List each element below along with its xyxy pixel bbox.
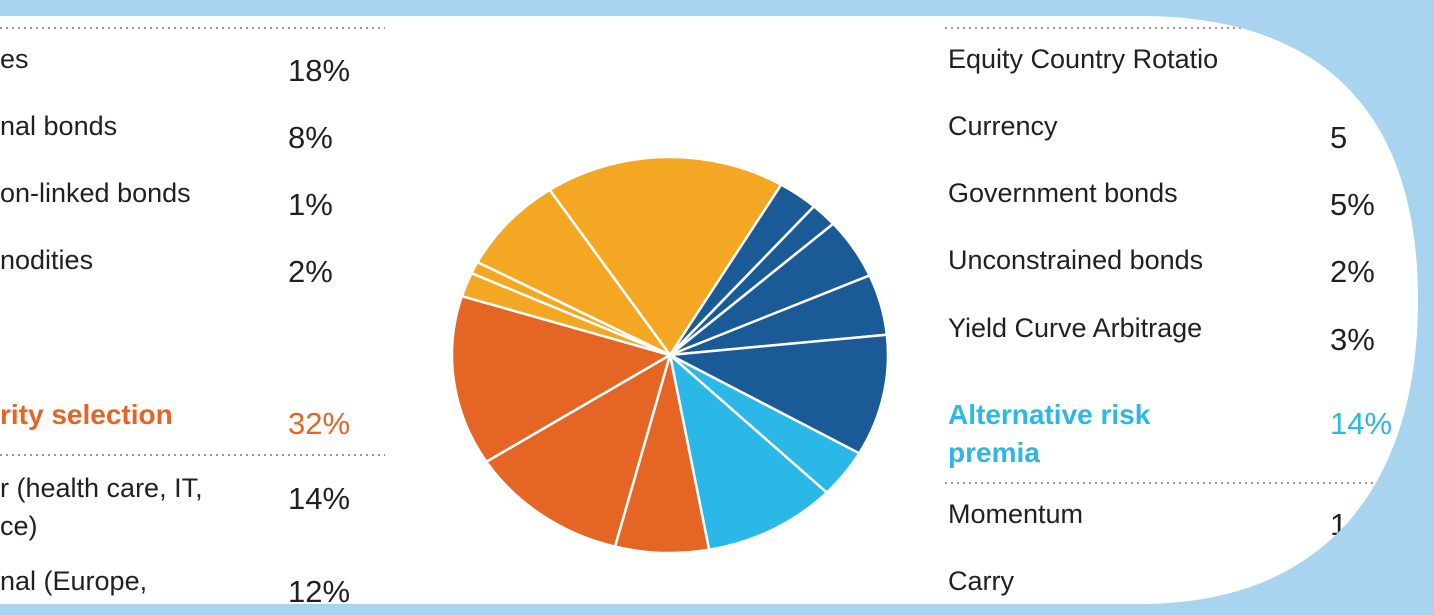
row-label: Alternative risk — [948, 399, 1151, 430]
row-label: es — [0, 44, 29, 74]
row-value: 2% — [1330, 254, 1375, 289]
row-value: 2% — [288, 254, 333, 289]
row-value: 5% — [1330, 187, 1375, 222]
row-value: 1% — [288, 187, 333, 222]
pie-slice — [475, 188, 672, 357]
row-value: 8% — [288, 120, 333, 155]
row-label: Government bonds — [948, 178, 1178, 208]
pie-slice — [484, 352, 673, 549]
row-label: r (health care, IT, — [0, 473, 203, 503]
row-value: 3% — [1330, 322, 1375, 357]
pie-chart — [450, 155, 890, 555]
pie-slice — [450, 294, 674, 464]
row-value: 5 — [1330, 120, 1347, 155]
pie-slice — [547, 155, 783, 358]
row-label: nodities — [0, 245, 93, 275]
row-value: 12% — [288, 574, 350, 609]
pie-slice — [668, 351, 829, 552]
row-label: Currency — [948, 111, 1058, 141]
row-label: premia — [948, 437, 1040, 468]
row-label: Momentum — [948, 499, 1083, 529]
row-label: Yield Curve Arbitrage — [948, 313, 1202, 343]
row-label: nal (Europe, — [0, 566, 147, 596]
row-label: rity selection — [0, 399, 173, 430]
row-label: Unconstrained bonds — [948, 245, 1203, 275]
pie-slice — [665, 333, 890, 455]
row-label: on-linked bonds — [0, 178, 191, 208]
row-value: 32% — [288, 406, 350, 441]
text-lists: es 18% nal bonds 8% on-linked bonds 1% noditie… — [0, 44, 1392, 609]
row-value: 14% — [288, 481, 350, 516]
row-label: Equity Country Rotatio — [948, 44, 1218, 74]
row-label: nal bonds — [0, 111, 117, 141]
row-value: 14% — [1330, 406, 1392, 441]
row-label: Carry — [948, 566, 1014, 596]
row-label: ce) — [0, 511, 38, 541]
row-value: 18% — [288, 53, 350, 88]
